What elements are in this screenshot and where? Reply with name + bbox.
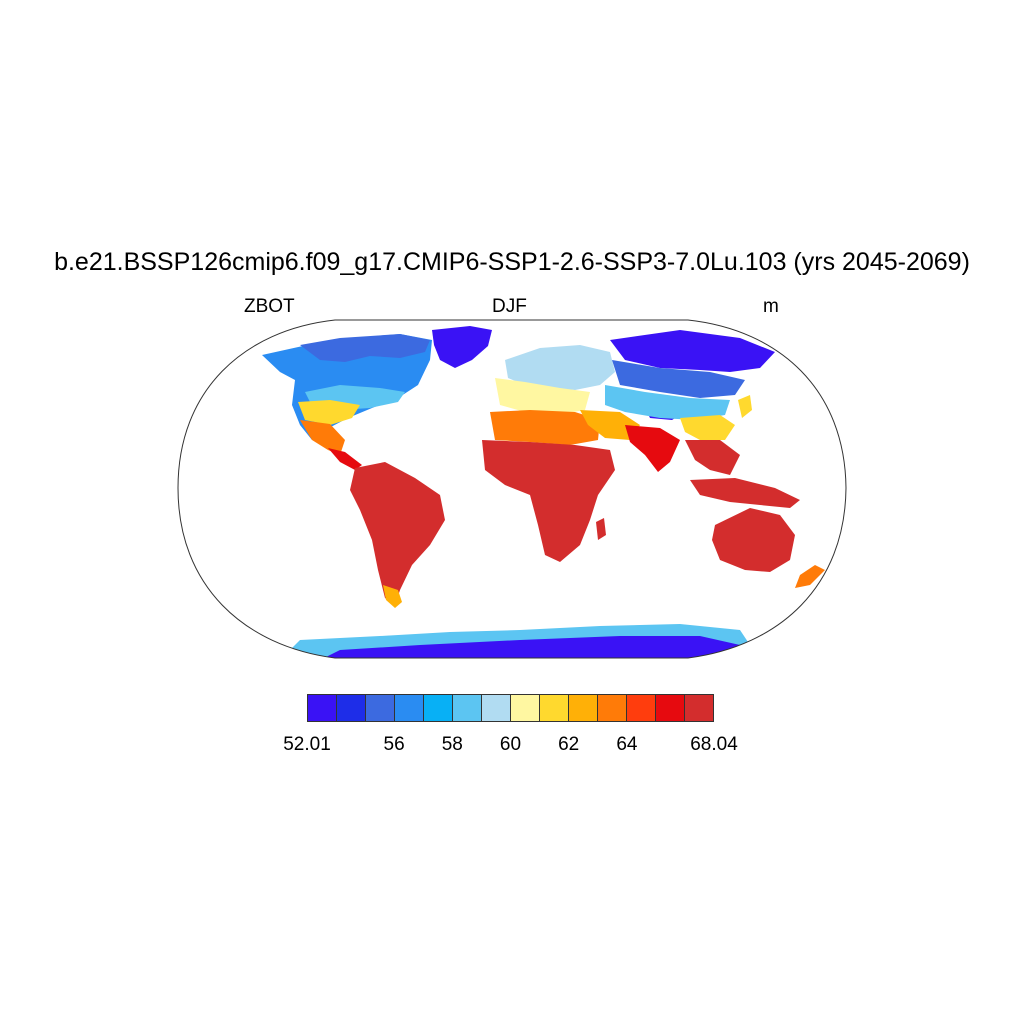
colorbar-tick-label: 52.01 — [283, 734, 331, 755]
colorbar-segment-0 — [308, 695, 337, 721]
region-china-south — [680, 415, 735, 440]
colorbar-segment-4 — [424, 695, 453, 721]
colorbar-segment-3 — [395, 695, 424, 721]
region-siberia — [610, 330, 775, 372]
region-europe — [505, 345, 615, 390]
region-japan — [738, 395, 752, 418]
region-central-america — [328, 448, 362, 470]
region-madagascar — [596, 518, 606, 540]
colorbar-segment-1 — [337, 695, 366, 721]
region-indonesia — [690, 478, 800, 508]
colorbar-segment-5 — [453, 695, 482, 721]
colorbar-segment-12 — [656, 695, 685, 721]
colorbar-segment-10 — [598, 695, 627, 721]
region-middle-east — [580, 410, 640, 440]
region-southeast-asia — [685, 440, 740, 475]
region-india — [625, 425, 680, 472]
colorbar-segment-11 — [627, 695, 656, 721]
colorbar-segment-9 — [569, 695, 598, 721]
colorbar-tick-label: 62 — [558, 734, 580, 755]
land-fields — [262, 326, 825, 658]
season-label: DJF — [492, 296, 527, 317]
colorbar-tick-label: 58 — [441, 734, 463, 755]
region-africa-north — [490, 410, 600, 445]
units-label: m — [763, 296, 779, 317]
colorbar-segment-7 — [511, 695, 540, 721]
colorbar-segment-2 — [366, 695, 395, 721]
region-new-zealand — [795, 565, 825, 588]
region-mexico — [300, 420, 345, 455]
colorbar-tick-label: 64 — [616, 734, 638, 755]
colorbar-tick-label: 56 — [383, 734, 405, 755]
colorbar-segment-6 — [482, 695, 511, 721]
region-asia-north — [612, 360, 745, 398]
region-africa — [482, 440, 615, 562]
globe-outline — [177, 319, 847, 659]
colorbar-tick-label: 60 — [499, 734, 522, 755]
region-south-america-tip — [383, 585, 402, 608]
colorbar-segment-13 — [685, 695, 713, 721]
region-asia-mid — [605, 385, 730, 420]
colorbar-segment-8 — [540, 695, 569, 721]
region-canada-north — [300, 334, 430, 362]
variable-label: ZBOT — [244, 296, 295, 317]
plot-title: b.e21.BSSP126cmip6.f09_g17.CMIP6-SSP1-2.… — [54, 248, 970, 276]
region-antarctica-interior — [320, 636, 740, 658]
region-europe-south — [495, 378, 590, 415]
region-australia — [712, 508, 795, 572]
region-south-america — [350, 462, 445, 605]
region-greenland — [432, 326, 492, 368]
region-us-south — [298, 400, 360, 425]
colorbar — [307, 694, 714, 722]
colorbar-tick-label: 68.04 — [690, 734, 738, 755]
